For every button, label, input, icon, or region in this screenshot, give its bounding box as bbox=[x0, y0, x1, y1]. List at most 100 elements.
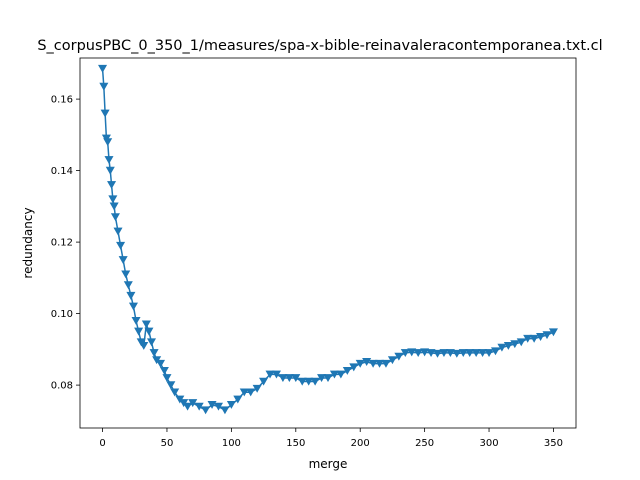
data-point bbox=[291, 374, 301, 383]
data-point bbox=[110, 213, 120, 222]
data-point bbox=[156, 359, 166, 368]
data-point bbox=[471, 349, 481, 358]
data-point bbox=[149, 349, 159, 358]
data-point bbox=[144, 327, 154, 336]
data-point bbox=[400, 349, 410, 358]
y-axis-label: redundancy bbox=[21, 207, 35, 278]
x-tick-label: 250 bbox=[415, 438, 434, 449]
data-point bbox=[381, 359, 391, 368]
y-tick-label: 0.08 bbox=[51, 381, 73, 392]
data-point bbox=[103, 138, 113, 147]
data-point bbox=[465, 349, 475, 358]
chart-title: S_corpusPBC_0_350_1/measures/spa-x-bible… bbox=[37, 38, 602, 54]
plot-area bbox=[98, 64, 558, 415]
data-point bbox=[413, 349, 423, 358]
x-tick-label: 300 bbox=[479, 438, 498, 449]
data-point bbox=[452, 349, 462, 358]
data-point bbox=[387, 356, 397, 365]
data-point bbox=[420, 348, 430, 357]
data-point bbox=[362, 358, 372, 366]
y-tick-label: 0.10 bbox=[51, 309, 73, 320]
data-point bbox=[548, 328, 558, 337]
data-point bbox=[375, 359, 385, 368]
x-tick-label: 100 bbox=[222, 438, 241, 449]
data-point bbox=[131, 316, 141, 325]
data-point bbox=[220, 406, 230, 415]
x-axis-ticks: 0 50 100 150 200 250 300 350 bbox=[99, 428, 563, 449]
y-axis-ticks: 0.08 0.10 0.12 0.14 0.16 bbox=[51, 95, 80, 392]
data-point bbox=[99, 82, 109, 91]
data-point bbox=[317, 374, 327, 383]
data-point bbox=[233, 395, 243, 404]
data-point bbox=[271, 370, 281, 379]
x-tick-label: 350 bbox=[544, 438, 563, 449]
data-point bbox=[113, 227, 123, 236]
data-point bbox=[108, 195, 118, 204]
data-point bbox=[118, 256, 128, 265]
data-point bbox=[342, 367, 352, 375]
data-point bbox=[407, 348, 417, 357]
data-point bbox=[349, 363, 359, 372]
data-point bbox=[323, 374, 333, 383]
data-point bbox=[159, 367, 169, 375]
y-tick-label: 0.12 bbox=[51, 238, 73, 249]
y-tick-label: 0.14 bbox=[51, 166, 73, 177]
data-point bbox=[126, 291, 136, 300]
data-point bbox=[239, 388, 249, 397]
data-point bbox=[336, 370, 346, 379]
data-point bbox=[484, 349, 494, 358]
data-point bbox=[536, 333, 546, 341]
data-point bbox=[116, 241, 126, 250]
data-point bbox=[426, 349, 436, 358]
data-point bbox=[105, 166, 115, 175]
data-point bbox=[141, 320, 151, 329]
data-point bbox=[490, 347, 500, 356]
data-point bbox=[252, 384, 262, 393]
data-point bbox=[139, 341, 149, 350]
data-point bbox=[123, 281, 133, 290]
data-point bbox=[503, 341, 513, 350]
data-point bbox=[188, 399, 198, 408]
data-point bbox=[162, 374, 172, 383]
data-point bbox=[121, 270, 131, 279]
data-point bbox=[194, 402, 204, 411]
data-point bbox=[104, 156, 114, 164]
data-point bbox=[478, 349, 488, 358]
data-point bbox=[497, 343, 507, 352]
data-point bbox=[98, 64, 108, 73]
data-point bbox=[100, 109, 110, 118]
data-point bbox=[445, 349, 455, 358]
data-point bbox=[109, 202, 119, 211]
axes-frame bbox=[79, 57, 577, 429]
data-point bbox=[432, 349, 443, 358]
data-point bbox=[329, 370, 339, 379]
x-tick-label: 0 bbox=[99, 438, 105, 449]
data-point bbox=[368, 359, 378, 368]
data-point bbox=[213, 402, 224, 411]
data-point bbox=[516, 338, 526, 347]
data-point bbox=[166, 381, 176, 390]
data-point bbox=[128, 302, 138, 311]
data-point bbox=[310, 377, 320, 386]
data-point bbox=[201, 406, 211, 415]
y-tick-label: 0.16 bbox=[51, 95, 73, 106]
data-point bbox=[259, 377, 269, 386]
data-point bbox=[284, 374, 294, 383]
x-tick-label: 50 bbox=[161, 438, 174, 449]
data-point bbox=[246, 388, 256, 397]
data-point bbox=[510, 340, 520, 349]
x-tick-label: 150 bbox=[286, 438, 305, 449]
x-axis-label: merge bbox=[309, 457, 348, 471]
data-point bbox=[170, 388, 180, 397]
data-point bbox=[134, 327, 144, 336]
data-point bbox=[529, 334, 539, 343]
x-tick-label: 200 bbox=[351, 438, 370, 449]
data-point bbox=[458, 349, 468, 358]
data-point bbox=[355, 359, 365, 368]
data-point bbox=[439, 349, 449, 358]
data-point bbox=[107, 181, 117, 190]
data-point bbox=[394, 352, 404, 361]
data-point bbox=[542, 331, 552, 340]
